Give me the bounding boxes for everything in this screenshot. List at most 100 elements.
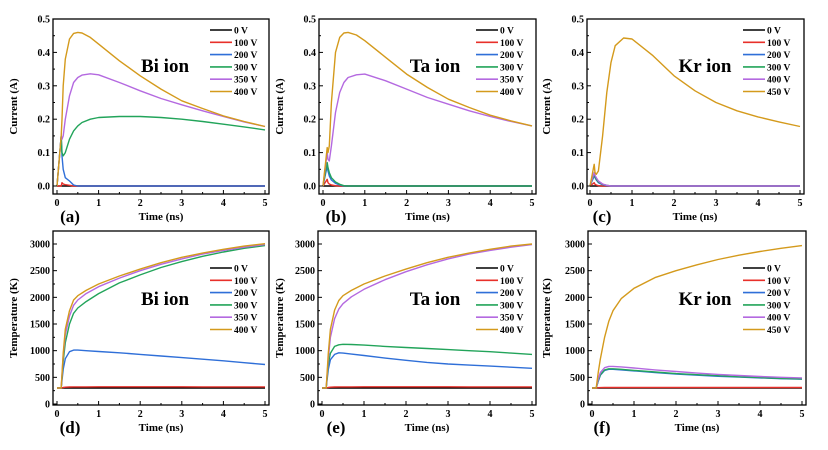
panel-label: (e) [327,418,346,437]
y-tick-label: 1000 [295,346,315,357]
x-tick-label: 5 [800,409,805,420]
y-tick-label: 2500 [30,266,50,277]
series-line-400V [592,365,803,389]
ion-annotation: Bi ion [141,289,189,310]
legend-label: 0 V [767,265,781,275]
series-group [589,37,801,187]
legend-label: 350 V [234,76,257,86]
panel-d: 0 1 2 3 4 5 0 500 1000 1500 2000 2500 3000 Time (ns) T… [8,230,270,437]
x-tick-label: 0 [588,198,593,209]
panel-e: 0 1 2 3 4 5 0 500 1000 1500 2000 2500 3000 Time (ns) T… [274,230,537,437]
y-tick-label: 1500 [30,320,50,331]
series-line-450V [589,37,801,187]
panel-label: (b) [326,207,347,226]
ion-annotation: Bi ion [141,56,189,77]
legend: 0 V 100 V 200 V 300 V 350 V 400 V [210,27,257,98]
series-line-100V [322,386,532,389]
y-tick-label: 0.4 [304,48,317,59]
legend: 0 V 100 V 200 V 300 V 350 V 400 V [210,265,257,336]
y-tick-label: 500 [35,373,50,384]
x-tick-label: 3 [446,409,451,420]
x-tick-label: 0 [55,198,60,209]
legend-label: 400 V [500,326,523,336]
x-tick-label: 1 [362,198,367,209]
legend-label: 300 V [500,301,523,311]
x-tick-label: 2 [404,198,409,209]
legend-label: 100 V [500,39,523,49]
legend-label: 350 V [500,76,523,86]
legend-label: 400 V [500,88,523,98]
legend-label: 0 V [500,27,514,37]
x-tick-label: 4 [488,198,493,209]
x-tick-label: 4 [488,409,493,420]
x-tick-label: 2 [674,409,679,420]
legend-label: 0 V [234,27,248,37]
ion-annotation: Ta ion [410,289,461,310]
panel-c: 0 1 2 3 4 5 0.0 0.1 0.2 0.3 0.4 0.5 Time (ns) Current… [541,15,805,226]
series-line-300V [589,173,800,187]
y-axis-label: Current (A) [541,78,553,135]
legend-label: 350 V [500,314,523,324]
series-line-350V [322,73,533,187]
series-line-400V [322,31,533,187]
x-tick-label: 1 [96,409,101,420]
series-line-300V [322,161,532,187]
series-line-200V [56,135,265,187]
x-tick-label: 5 [798,198,803,209]
x-axis-label: Time (ns) [139,422,184,434]
series-group [322,243,533,389]
legend-label: 200 V [234,51,257,61]
legend-label: 450 V [767,326,790,336]
legend-label: 200 V [767,289,790,299]
x-tick-label: 4 [756,198,761,209]
x-axis-label: Time (ns) [673,211,718,223]
panel-f: 0 1 2 3 4 5 0 500 1000 1500 2000 2500 3000 Time (ns) T… [541,230,807,437]
series-line-400V [57,243,266,389]
y-axis-label: Temperature (K) [8,278,20,358]
legend-label: 400 V [234,88,257,98]
x-tick-label: 4 [758,409,763,420]
x-tick-label: 0 [590,409,595,420]
x-tick-label: 1 [632,409,637,420]
y-tick-label: 3000 [295,240,315,251]
panel-label: (f) [594,418,611,437]
y-tick-label: 0.2 [572,115,585,126]
series-group [322,31,533,187]
series-line-300V [56,115,266,187]
y-tick-label: 0.2 [38,115,51,126]
y-tick-label: 500 [300,373,315,384]
series-line-100V [592,386,802,389]
x-tick-label: 5 [263,198,268,209]
panel-label: (c) [593,207,612,226]
y-tick-label: 0 [45,400,50,411]
panel-a: 0 1 2 3 4 5 0.0 0.1 0.2 0.3 0.4 0.5 Time (ns) Current… [8,15,270,226]
x-tick-label: 5 [530,198,535,209]
y-tick-label: 0.0 [572,182,585,193]
x-tick-label: 0 [321,198,326,209]
y-axis-label: Current (A) [8,78,20,135]
x-tick-label: 2 [404,409,409,420]
legend-label: 300 V [500,63,523,73]
y-tick-label: 0.4 [572,48,585,59]
x-tick-label: 2 [672,198,677,209]
x-tick-label: 1 [362,409,367,420]
x-tick-label: 0 [320,409,325,420]
y-axis-label: Current (A) [274,78,286,135]
x-tick-label: 3 [446,198,451,209]
x-tick-label: 5 [530,409,535,420]
series-group [57,243,266,389]
y-tick-label: 2500 [295,266,315,277]
series-line-200V [57,349,266,389]
y-tick-label: 0.5 [38,15,51,26]
y-tick-label: 0 [580,400,585,411]
legend-label: 400 V [234,326,257,336]
legend-label: 200 V [500,289,523,299]
legend-label: 0 V [767,27,781,37]
y-tick-label: 3000 [565,240,585,251]
x-tick-label: 5 [263,409,268,420]
y-tick-label: 0.3 [38,81,51,92]
legend: 0 V 100 V 200 V 300 V 350 V 400 V [476,265,523,336]
x-axis-label: Time (ns) [139,211,184,223]
legend-label: 350 V [234,314,257,324]
